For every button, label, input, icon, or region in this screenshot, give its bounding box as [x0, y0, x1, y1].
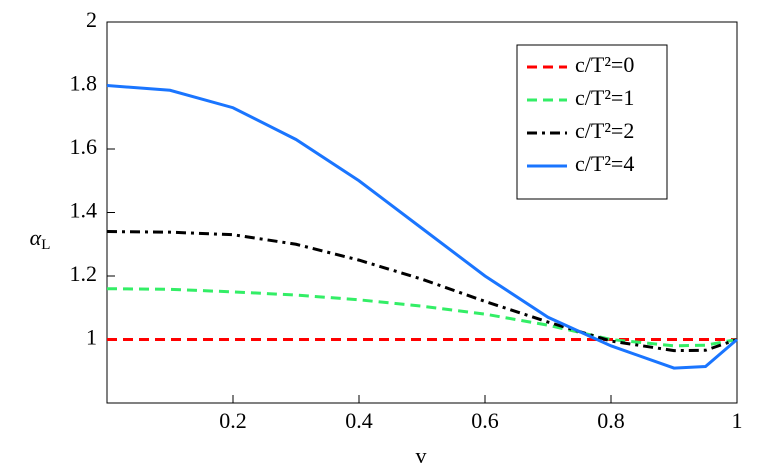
- y-tick-label: 2: [86, 7, 97, 32]
- y-tick-label: 1: [86, 325, 97, 350]
- y-tick-label: 1.6: [70, 134, 98, 159]
- x-tick-label: 0.8: [597, 408, 625, 433]
- y-label-subscript: L: [41, 237, 50, 253]
- legend-label: c/T²=1: [575, 85, 634, 110]
- y-tick-label: 1.2: [70, 261, 98, 286]
- y-tick-label: 1.4: [70, 198, 98, 223]
- x-tick-label: 0.2: [219, 408, 247, 433]
- y-axis-label: αL: [30, 225, 51, 253]
- y-tick-label: 1.8: [70, 71, 98, 96]
- x-tick-label: 1: [732, 408, 743, 433]
- x-axis-label: v: [416, 443, 427, 468]
- series-line: [106, 84, 738, 370]
- legend-box: [516, 44, 668, 200]
- legend-label: c/T²=2: [575, 118, 634, 143]
- x-tick-label: 0.4: [345, 408, 373, 433]
- series-line: [106, 230, 738, 353]
- y-label-symbol: α: [30, 225, 42, 250]
- legend-label: c/T²=4: [575, 151, 634, 176]
- x-tick-label: 0.6: [471, 408, 499, 433]
- series-line: [106, 287, 738, 348]
- legend-label: c/T²=0: [575, 52, 634, 77]
